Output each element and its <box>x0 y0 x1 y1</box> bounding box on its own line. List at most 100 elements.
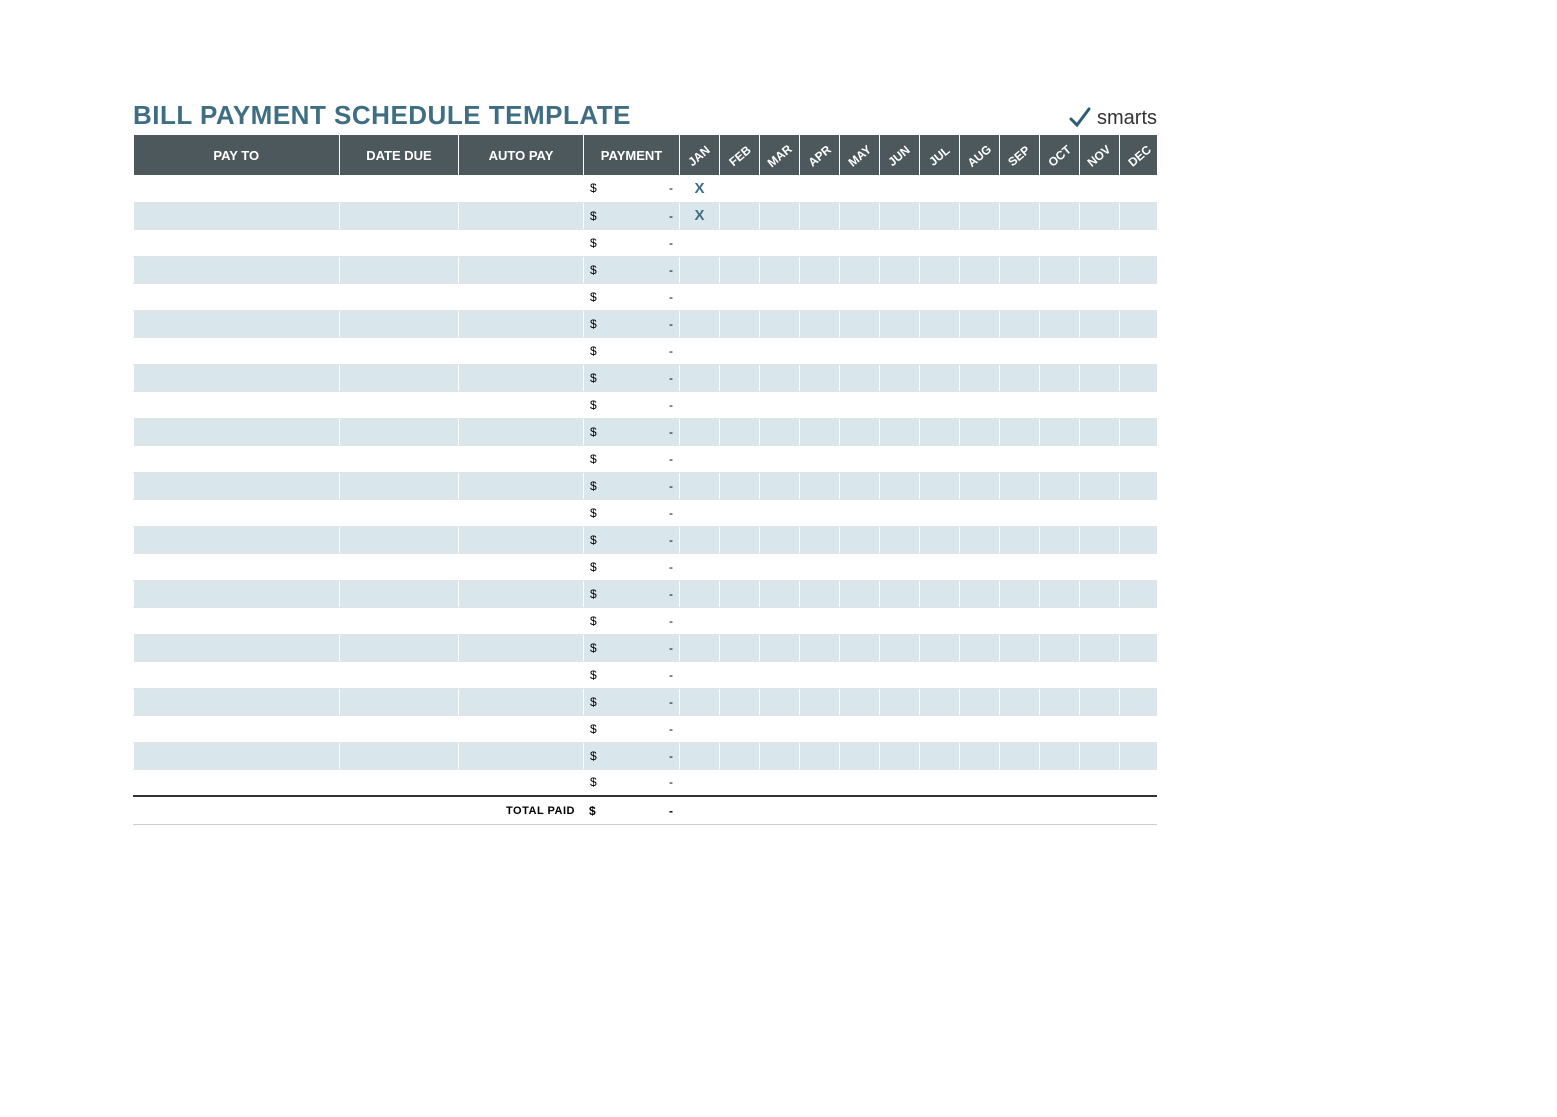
cell-payment[interactable]: $- <box>584 418 680 445</box>
cell-month[interactable] <box>1040 445 1080 472</box>
cell-month[interactable] <box>960 310 1000 337</box>
cell-date-due[interactable] <box>340 472 459 499</box>
cell-month[interactable] <box>680 283 720 310</box>
cell-month[interactable] <box>760 607 800 634</box>
cell-date-due[interactable] <box>340 283 459 310</box>
cell-month[interactable] <box>1080 256 1120 283</box>
cell-month[interactable] <box>840 391 880 418</box>
cell-month[interactable] <box>1080 715 1120 742</box>
cell-payment[interactable]: $- <box>584 526 680 553</box>
cell-month[interactable] <box>920 688 960 715</box>
cell-month[interactable] <box>960 688 1000 715</box>
cell-month[interactable] <box>960 472 1000 499</box>
cell-month[interactable] <box>760 634 800 661</box>
cell-month[interactable] <box>920 175 960 202</box>
cell-month[interactable] <box>880 391 920 418</box>
cell-month[interactable] <box>880 769 920 796</box>
cell-auto-pay[interactable] <box>459 256 584 283</box>
cell-month[interactable] <box>800 418 840 445</box>
cell-month[interactable] <box>760 175 800 202</box>
cell-month[interactable] <box>1000 445 1040 472</box>
cell-month[interactable] <box>880 175 920 202</box>
cell-auto-pay[interactable] <box>459 418 584 445</box>
cell-month[interactable] <box>840 283 880 310</box>
cell-month[interactable] <box>1040 175 1080 202</box>
cell-month[interactable] <box>1000 634 1040 661</box>
cell-month[interactable] <box>840 580 880 607</box>
cell-date-due[interactable] <box>340 526 459 553</box>
cell-month[interactable] <box>1080 661 1120 688</box>
cell-month[interactable] <box>920 418 960 445</box>
cell-payment[interactable]: $- <box>584 337 680 364</box>
cell-auto-pay[interactable] <box>459 607 584 634</box>
cell-pay-to[interactable] <box>134 202 340 229</box>
cell-month[interactable] <box>800 472 840 499</box>
cell-month[interactable] <box>760 688 800 715</box>
cell-month[interactable] <box>680 661 720 688</box>
cell-month[interactable]: X <box>680 202 720 229</box>
cell-payment[interactable]: $- <box>584 256 680 283</box>
cell-month[interactable] <box>840 688 880 715</box>
cell-month[interactable] <box>1120 175 1158 202</box>
cell-month[interactable] <box>680 553 720 580</box>
cell-month[interactable] <box>680 715 720 742</box>
cell-month[interactable] <box>680 364 720 391</box>
cell-date-due[interactable] <box>340 607 459 634</box>
cell-month[interactable] <box>1040 580 1080 607</box>
cell-month[interactable] <box>920 634 960 661</box>
cell-month[interactable] <box>1120 202 1158 229</box>
cell-month[interactable] <box>880 661 920 688</box>
cell-pay-to[interactable] <box>134 283 340 310</box>
cell-month[interactable] <box>1120 634 1158 661</box>
cell-month[interactable] <box>1000 256 1040 283</box>
cell-month[interactable] <box>800 634 840 661</box>
cell-month[interactable] <box>1080 742 1120 769</box>
cell-date-due[interactable] <box>340 499 459 526</box>
cell-month[interactable] <box>680 472 720 499</box>
cell-month[interactable] <box>800 715 840 742</box>
cell-date-due[interactable] <box>340 229 459 256</box>
cell-auto-pay[interactable] <box>459 499 584 526</box>
cell-month[interactable] <box>1080 499 1120 526</box>
cell-month[interactable] <box>800 202 840 229</box>
cell-pay-to[interactable] <box>134 580 340 607</box>
cell-month[interactable] <box>1000 310 1040 337</box>
cell-month[interactable] <box>960 769 1000 796</box>
cell-month[interactable] <box>960 418 1000 445</box>
cell-month[interactable] <box>1120 769 1158 796</box>
cell-payment[interactable]: $- <box>584 310 680 337</box>
cell-payment[interactable]: $- <box>584 283 680 310</box>
cell-month[interactable] <box>1000 769 1040 796</box>
cell-payment[interactable]: $- <box>584 472 680 499</box>
cell-month[interactable] <box>880 229 920 256</box>
cell-month[interactable] <box>1120 364 1158 391</box>
cell-month[interactable] <box>760 472 800 499</box>
cell-month[interactable] <box>720 742 760 769</box>
cell-month[interactable] <box>680 391 720 418</box>
cell-month[interactable] <box>1040 283 1080 310</box>
cell-month[interactable] <box>760 256 800 283</box>
cell-month[interactable] <box>1080 769 1120 796</box>
cell-month[interactable] <box>840 256 880 283</box>
cell-month[interactable] <box>880 634 920 661</box>
cell-month[interactable] <box>920 283 960 310</box>
cell-month[interactable] <box>800 337 840 364</box>
cell-month[interactable] <box>880 472 920 499</box>
cell-month[interactable] <box>1000 418 1040 445</box>
cell-month[interactable] <box>1120 499 1158 526</box>
cell-month[interactable] <box>960 526 1000 553</box>
cell-month[interactable] <box>680 607 720 634</box>
cell-month[interactable] <box>800 769 840 796</box>
cell-month[interactable] <box>800 607 840 634</box>
cell-month[interactable] <box>840 769 880 796</box>
cell-auto-pay[interactable] <box>459 769 584 796</box>
cell-auto-pay[interactable] <box>459 391 584 418</box>
cell-month[interactable] <box>800 580 840 607</box>
cell-month[interactable] <box>1040 337 1080 364</box>
cell-month[interactable] <box>920 607 960 634</box>
cell-auto-pay[interactable] <box>459 661 584 688</box>
cell-payment[interactable]: $- <box>584 229 680 256</box>
cell-pay-to[interactable] <box>134 607 340 634</box>
cell-date-due[interactable] <box>340 580 459 607</box>
cell-month[interactable] <box>1040 742 1080 769</box>
